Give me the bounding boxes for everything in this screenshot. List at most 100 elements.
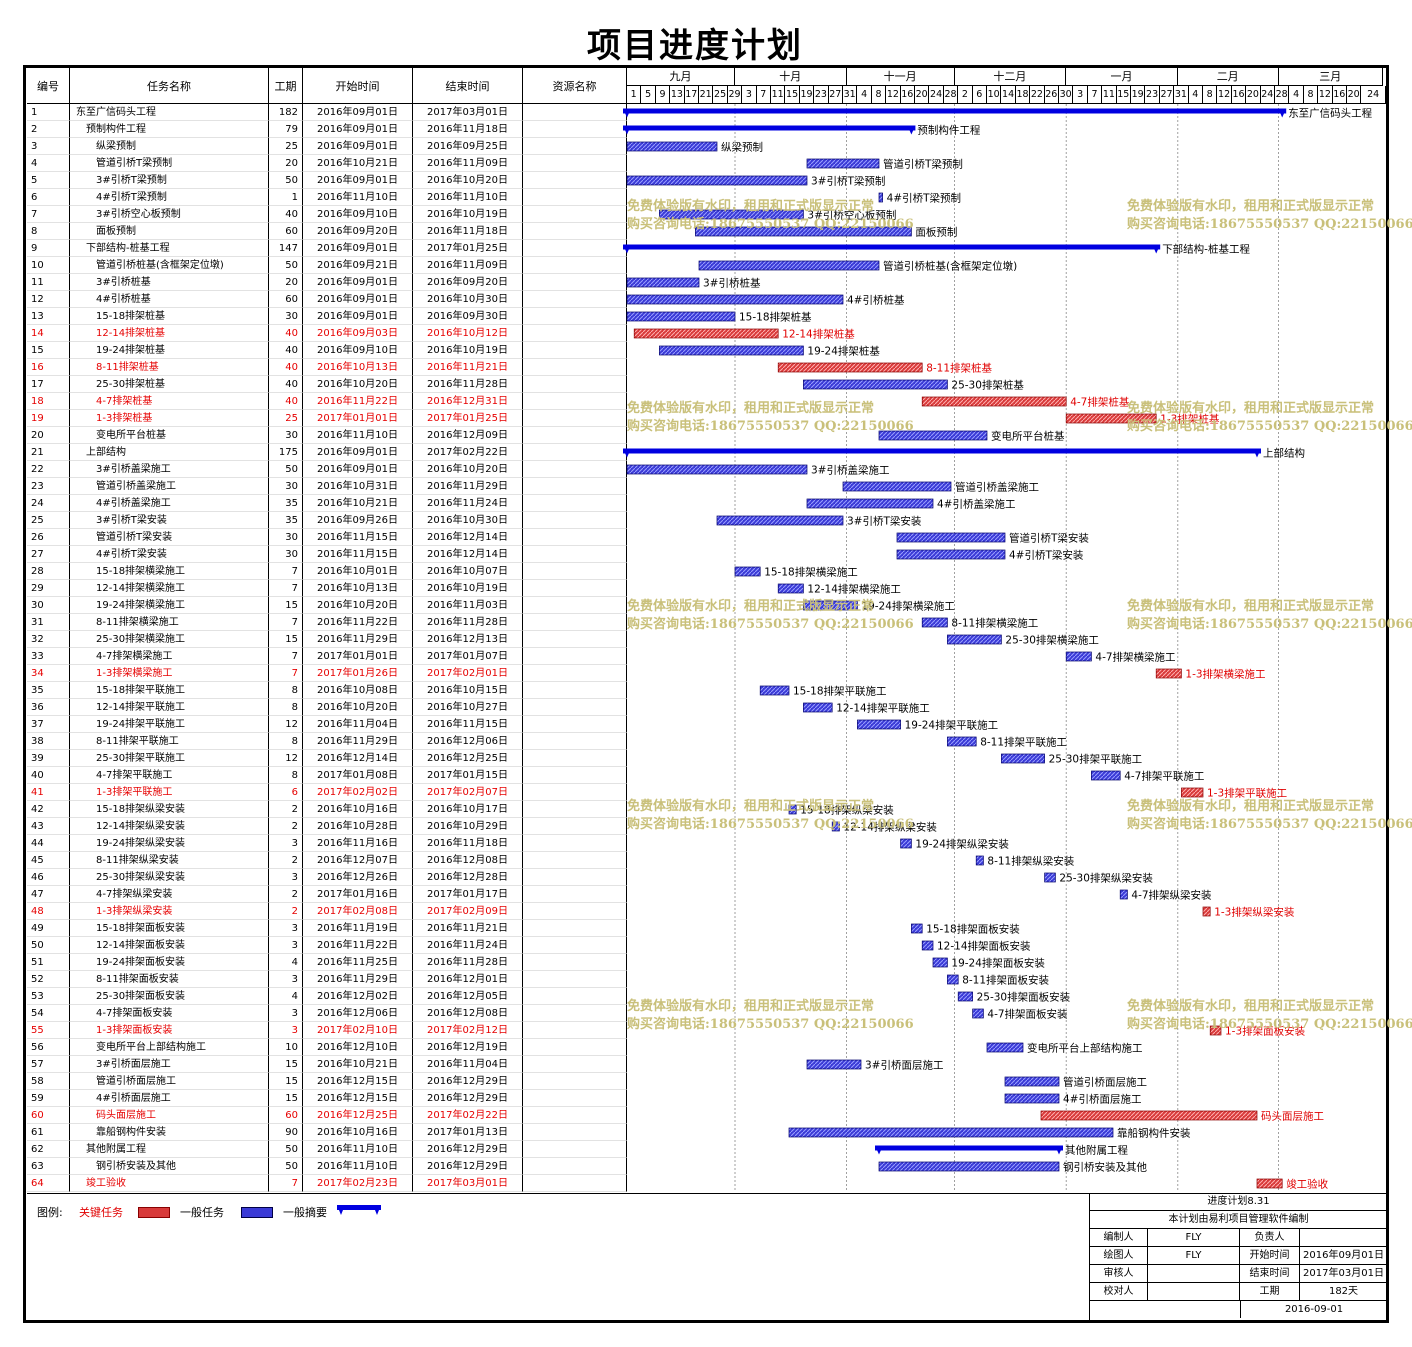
task-bar[interactable]: [626, 464, 808, 475]
table-row[interactable]: 13 15-18排架桩基 30 2016年09月01日 2016年09月30日: [27, 308, 627, 325]
table-row[interactable]: 21 上部结构 175 2016年09月01日 2017年02月22日: [27, 444, 627, 461]
summary-bar-end[interactable]: [1055, 1145, 1063, 1155]
task-bar[interactable]: [957, 991, 973, 1002]
table-row[interactable]: 7 3#引桥空心板预制 40 2016年09月10日 2016年10月19日: [27, 206, 627, 223]
task-bar[interactable]: [878, 192, 883, 203]
col-header-end[interactable]: 结束时间: [413, 68, 523, 104]
summary-bar-start[interactable]: [623, 244, 631, 254]
task-bar[interactable]: [921, 940, 934, 951]
task-bar[interactable]: [659, 345, 804, 356]
task-bar[interactable]: [972, 1008, 984, 1019]
task-bar[interactable]: [1001, 753, 1045, 764]
table-row[interactable]: 15 19-24排架桩基 40 2016年09月10日 2016年10月19日: [27, 342, 627, 359]
table-row[interactable]: 55 1-3排架面板安装 3 2017年02月10日 2017年02月12日: [27, 1022, 627, 1039]
table-row[interactable]: 12 4#引桥桩基 60 2016年09月01日 2016年10月30日: [27, 291, 627, 308]
task-bar[interactable]: [1004, 1076, 1060, 1087]
table-row[interactable]: 38 8-11排架平联施工 8 2016年11月29日 2016年12月06日: [27, 733, 627, 750]
table-row[interactable]: 27 4#引桥T梁安装 30 2016年11月15日 2016年12月14日: [27, 546, 627, 563]
critical-task-bar[interactable]: [1155, 668, 1182, 679]
table-row[interactable]: 10 管道引桥桩基(含框架定位墩) 50 2016年09月21日 2016年11月09日: [27, 257, 627, 274]
table-row[interactable]: 61 靠船钢构件安装 90 2016年10月16日 2017年01月13日: [27, 1124, 627, 1141]
table-row[interactable]: 40 4-7排架平联施工 8 2017年01月08日 2017年01月15日: [27, 767, 627, 784]
critical-task-bar[interactable]: [777, 362, 923, 373]
task-bar[interactable]: [1065, 651, 1092, 662]
task-bar[interactable]: [803, 702, 833, 713]
summary-bar-start[interactable]: [623, 125, 631, 135]
summary-bar[interactable]: [623, 244, 1161, 250]
table-row[interactable]: 37 19-24排架平联施工 12 2016年11月04日 2016年11月15日: [27, 716, 627, 733]
table-row[interactable]: 39 25-30排架平联施工 12 2016年12月14日 2016年12月25日: [27, 750, 627, 767]
table-row[interactable]: 57 3#引桥面层施工 15 2016年10月21日 2016年11月04日: [27, 1056, 627, 1073]
table-row[interactable]: 50 12-14排架面板安装 3 2016年11月22日 2016年11月24日: [27, 937, 627, 954]
task-bar[interactable]: [1119, 889, 1128, 900]
table-row[interactable]: 34 1-3排架横梁施工 7 2017年01月26日 2017年02月01日: [27, 665, 627, 682]
table-row[interactable]: 26 管道引桥T梁安装 30 2016年11月15日 2016年12月14日: [27, 529, 627, 546]
task-bar[interactable]: [626, 294, 844, 305]
task-bar[interactable]: [896, 549, 1006, 560]
table-row[interactable]: 58 管道引桥面层施工 15 2016年12月15日 2016年12月29日: [27, 1073, 627, 1090]
table-row[interactable]: 11 3#引桥桩基 20 2016年09月01日 2016年09月20日: [27, 274, 627, 291]
task-bar[interactable]: [842, 481, 952, 492]
table-row[interactable]: 47 4-7排架纵梁安装 2 2017年01月16日 2017年01月17日: [27, 886, 627, 903]
table-row[interactable]: 64 竣工验收 7 2017年02月23日 2017年03月01日: [27, 1175, 627, 1192]
critical-task-bar[interactable]: [1040, 1110, 1258, 1121]
table-row[interactable]: 24 4#引桥盖梁施工 35 2016年10月21日 2016年11月24日: [27, 495, 627, 512]
table-row[interactable]: 60 码头面层施工 60 2016年12月25日 2017年02月22日: [27, 1107, 627, 1124]
task-bar[interactable]: [626, 311, 736, 322]
critical-task-bar[interactable]: [1209, 1025, 1222, 1036]
task-bar[interactable]: [759, 685, 790, 696]
task-bar[interactable]: [626, 277, 700, 288]
task-bar[interactable]: [1091, 770, 1121, 781]
summary-bar-start[interactable]: [623, 108, 631, 118]
summary-bar-end[interactable]: [1253, 448, 1261, 458]
critical-task-bar[interactable]: [633, 328, 779, 339]
summary-bar-start[interactable]: [623, 448, 631, 458]
task-bar[interactable]: [806, 1059, 862, 1070]
summary-bar[interactable]: [875, 1145, 1063, 1151]
table-row[interactable]: 1 东至广信码头工程 182 2016年09月01日 2017年03月01日: [27, 104, 627, 121]
table-row[interactable]: 22 3#引桥盖梁施工 50 2016年09月01日 2016年10月20日: [27, 461, 627, 478]
table-row[interactable]: 16 8-11排架桩基 40 2016年10月13日 2016年11月21日: [27, 359, 627, 376]
table-row[interactable]: 4 管道引桥T梁预制 20 2016年10月21日 2016年11月09日: [27, 155, 627, 172]
critical-task-bar[interactable]: [1202, 906, 1211, 917]
table-row[interactable]: 5 3#引桥T梁预制 50 2016年09月01日 2016年10月20日: [27, 172, 627, 189]
task-bar[interactable]: [1044, 872, 1056, 883]
task-bar[interactable]: [831, 821, 840, 832]
table-row[interactable]: 3 纵梁预制 25 2016年09月01日 2016年09月25日: [27, 138, 627, 155]
table-row[interactable]: 42 15-18排架纵梁安装 2 2016年10月16日 2016年10月17日: [27, 801, 627, 818]
table-row[interactable]: 51 19-24排架面板安装 4 2016年11月25日 2016年11月28日: [27, 954, 627, 971]
task-bar[interactable]: [803, 600, 858, 611]
col-header-start[interactable]: 开始时间: [303, 68, 413, 104]
task-bar[interactable]: [857, 719, 901, 730]
task-bar[interactable]: [947, 974, 959, 985]
task-bar[interactable]: [777, 583, 804, 594]
summary-bar[interactable]: [623, 125, 916, 131]
table-row[interactable]: 52 8-11排架面板安装 3 2016年11月29日 2016年12月01日: [27, 971, 627, 988]
task-bar[interactable]: [806, 158, 880, 169]
task-bar[interactable]: [896, 532, 1006, 543]
critical-task-bar[interactable]: [1181, 787, 1204, 798]
table-row[interactable]: 63 钢引桥安装及其他 50 2016年11月10日 2016年12月29日: [27, 1158, 627, 1175]
task-bar[interactable]: [734, 566, 761, 577]
task-bar[interactable]: [975, 855, 984, 866]
task-bar[interactable]: [659, 209, 804, 220]
col-header-duration[interactable]: 工期: [269, 68, 303, 104]
task-bar[interactable]: [626, 141, 718, 152]
table-row[interactable]: 23 管道引桥盖梁施工 30 2016年10月31日 2016年11月29日: [27, 478, 627, 495]
table-row[interactable]: 32 25-30排架横梁施工 15 2016年11月29日 2016年12月13日: [27, 631, 627, 648]
task-bar[interactable]: [921, 617, 948, 628]
table-row[interactable]: 56 变电所平台上部结构施工 10 2016年12月10日 2016年12月19日: [27, 1039, 627, 1056]
task-bar[interactable]: [788, 1127, 1114, 1138]
task-bar[interactable]: [1004, 1093, 1060, 1104]
table-row[interactable]: 33 4-7排架横梁施工 7 2017年01月01日 2017年01月07日: [27, 648, 627, 665]
task-bar[interactable]: [716, 515, 844, 526]
summary-bar[interactable]: [623, 448, 1261, 454]
task-bar[interactable]: [900, 838, 912, 849]
table-row[interactable]: 35 15-18排架平联施工 8 2016年10月08日 2016年10月15日: [27, 682, 627, 699]
table-row[interactable]: 30 19-24排架横梁施工 15 2016年10月20日 2016年11月03日: [27, 597, 627, 614]
table-row[interactable]: 25 3#引桥T梁安装 35 2016年09月26日 2016年10月30日: [27, 512, 627, 529]
table-row[interactable]: 53 25-30排架面板安装 4 2016年12月02日 2016年12月05日: [27, 988, 627, 1005]
table-row[interactable]: 14 12-14排架桩基 40 2016年09月03日 2016年10月12日: [27, 325, 627, 342]
table-row[interactable]: 19 1-3排架桩基 25 2017年01月01日 2017年01月25日: [27, 410, 627, 427]
table-row[interactable]: 62 其他附属工程 50 2016年11月10日 2016年12月29日: [27, 1141, 627, 1158]
